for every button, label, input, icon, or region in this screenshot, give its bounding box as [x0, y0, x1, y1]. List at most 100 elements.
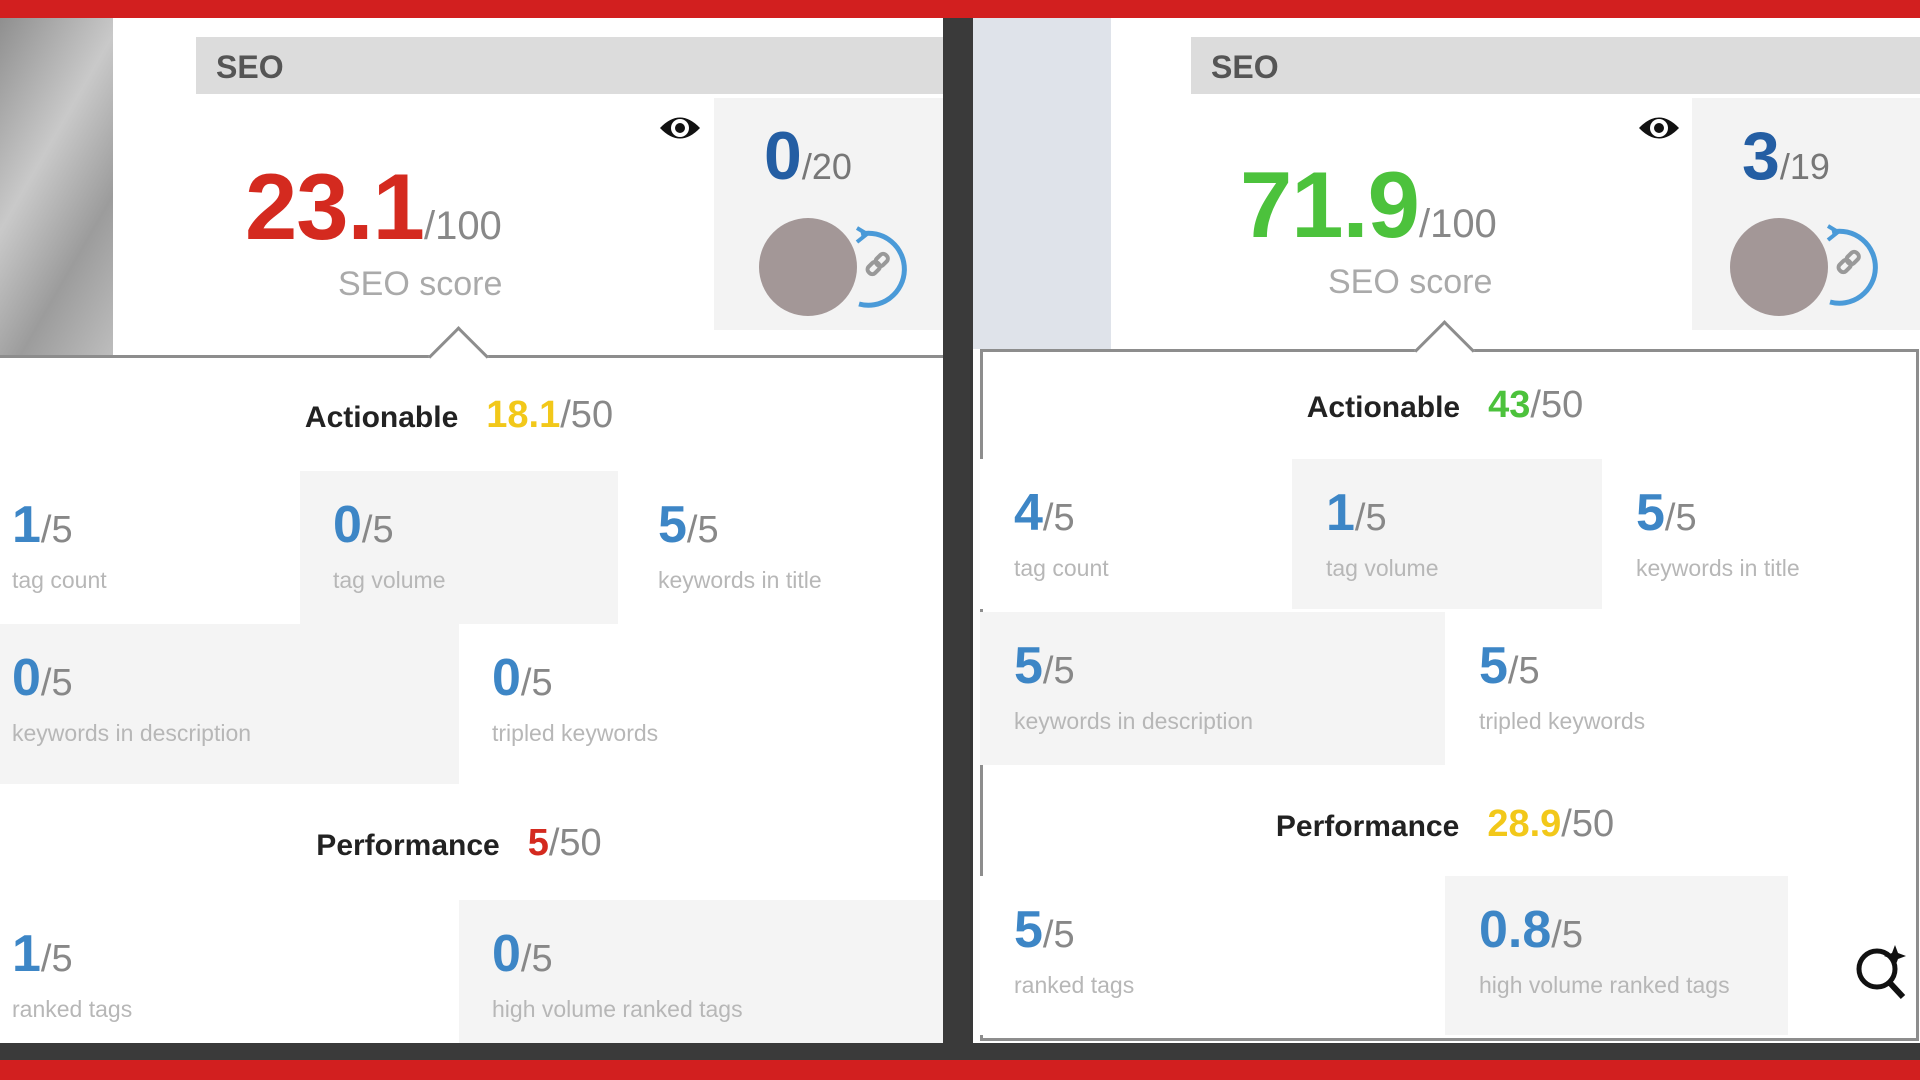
metric-max: /5 — [40, 509, 73, 551]
metric-value: 5/5 — [1014, 636, 1075, 701]
link-count-value: 3 — [1742, 118, 1780, 194]
metric-tile[interactable]: 0/5 tag volume — [300, 471, 618, 624]
metric-tile[interactable]: 5/5 keywords in description — [980, 612, 1445, 765]
metric-max: /5 — [361, 509, 394, 551]
metric-label: tripled keywords — [492, 720, 659, 746]
metric-label: keywords in title — [1636, 555, 1800, 581]
link-refresh-icon[interactable] — [1820, 218, 1890, 314]
metric-max: /5 — [1354, 497, 1387, 539]
link-refresh-icon[interactable] — [849, 220, 919, 316]
actionable-score: 43 — [1488, 384, 1531, 426]
metric-max: /5 — [1042, 650, 1075, 692]
actionable-max: /50 — [560, 394, 614, 436]
performance-label: Performance — [1275, 810, 1460, 843]
metric-score: 4 — [1014, 484, 1043, 542]
metric-label: tripled keywords — [1479, 708, 1646, 734]
metric-max: /5 — [520, 662, 553, 704]
metric-max: /5 — [40, 662, 73, 704]
metric-score: 0.8 — [1479, 901, 1552, 959]
actionable-label: Actionable — [304, 401, 459, 434]
metric-value: 1/5 — [1326, 483, 1387, 548]
link-count-max: /20 — [801, 146, 852, 187]
link-count: 0/20 — [764, 120, 852, 203]
performance-score: 28.9 — [1487, 803, 1562, 845]
metric-label: tag count — [12, 567, 107, 593]
seo-score-number: 71.9 — [1240, 152, 1420, 257]
metric-value: 0/5 — [12, 648, 73, 713]
link-count-box: 0/20 — [714, 98, 943, 330]
metric-value: 0/5 — [333, 495, 394, 560]
top-frame-bar — [0, 0, 1920, 18]
seo-score-box[interactable]: 23.1/100 SEO score — [196, 98, 714, 330]
seo-score-number: 23.1 — [245, 154, 425, 259]
metric-max: /5 — [520, 938, 553, 980]
actionable-header: Actionable 18.1/50 — [305, 394, 613, 437]
metric-tile[interactable]: 5/5 keywords in title — [618, 471, 943, 624]
metric-value: 5/5 — [1636, 483, 1697, 548]
seo-score-value: 71.9/100 — [1240, 158, 1497, 271]
seo-score-box[interactable]: 71.9/100 SEO score — [1191, 98, 1692, 330]
metric-score: 0 — [492, 925, 521, 983]
eye-icon[interactable] — [658, 113, 702, 143]
metric-max: /5 — [1042, 914, 1075, 956]
metric-tile[interactable]: 5/5 ranked tags — [980, 876, 1445, 1035]
eye-icon[interactable] — [1637, 113, 1681, 143]
seo-score-max: /100 — [423, 204, 502, 248]
metric-value: 4/5 — [1014, 483, 1075, 548]
metric-label: tag volume — [333, 567, 446, 593]
metric-label: tag volume — [1326, 555, 1439, 581]
metric-score: 0 — [492, 649, 521, 707]
metric-value: 0/5 — [492, 648, 553, 713]
link-count-value: 0 — [764, 118, 802, 194]
metric-tile[interactable]: 1/5 tag count — [0, 471, 300, 624]
performance-max: /50 — [1561, 803, 1615, 845]
seo-section-header: SEO — [1191, 37, 1920, 94]
metric-tile[interactable]: 0/5 high volume ranked tags — [459, 900, 943, 1043]
metric-value: 1/5 — [12, 495, 73, 560]
seo-score-label: SEO score — [1328, 263, 1493, 301]
metric-max: /5 — [686, 509, 719, 551]
side-stripe — [973, 18, 1111, 349]
metric-max: /5 — [40, 938, 73, 980]
metric-tile[interactable]: 1/5 ranked tags — [0, 900, 459, 1043]
metric-value: 5/5 — [658, 495, 719, 560]
metric-value: 0.8/5 — [1479, 900, 1583, 965]
actionable-header: Actionable 43/50 — [1307, 384, 1583, 427]
metric-tile[interactable]: 0/5 keywords in description — [0, 624, 459, 784]
performance-header: Performance 5/50 — [316, 822, 601, 865]
metric-score: 5 — [1014, 901, 1043, 959]
metric-tile[interactable]: 4/5 tag count — [980, 459, 1292, 609]
seo-section-header: SEO — [196, 37, 943, 94]
bottom-frame-bar — [0, 1060, 1920, 1080]
seo-panel: SEO 23.1/100 SEO score 0/20 Actionable 18.1/5… — [0, 18, 943, 1043]
metric-score: 0 — [333, 496, 362, 554]
metric-score: 1 — [12, 496, 41, 554]
link-count-max: /19 — [1779, 146, 1830, 187]
avatar[interactable] — [759, 218, 857, 316]
metric-label: keywords in title — [658, 567, 822, 593]
metric-tile[interactable]: 5/5 keywords in title — [1602, 459, 1913, 609]
link-count-box: 3/19 — [1692, 98, 1920, 330]
performance-score: 5 — [527, 822, 549, 864]
metric-max: /5 — [1042, 497, 1075, 539]
thumbnail-image — [0, 18, 113, 355]
metric-tile[interactable]: 5/5 tripled keywords — [1445, 612, 1913, 765]
magnifier-sparkle-icon[interactable] — [1853, 943, 1909, 1003]
metric-label: ranked tags — [1014, 972, 1135, 998]
metric-max: /5 — [1664, 497, 1697, 539]
metric-tile[interactable]: 1/5 tag volume — [1292, 459, 1602, 609]
seo-header-title: SEO — [1211, 49, 1279, 85]
metric-tile[interactable]: 0/5 tripled keywords — [459, 624, 943, 784]
seo-score-label: SEO score — [338, 265, 503, 303]
metric-label: ranked tags — [12, 996, 133, 1022]
metric-score: 5 — [658, 496, 687, 554]
metric-label: tag count — [1014, 555, 1109, 581]
seo-panel: SEO 71.9/100 SEO score 3/19 Actionable 43/50 P… — [973, 18, 1920, 1043]
avatar[interactable] — [1730, 218, 1828, 316]
actionable-max: /50 — [1530, 384, 1584, 426]
metric-score: 5 — [1014, 637, 1043, 695]
metric-score: 1 — [1326, 484, 1355, 542]
metric-tile[interactable]: 0.8/5 high volume ranked tags — [1445, 876, 1788, 1035]
seo-score-max: /100 — [1418, 202, 1497, 246]
performance-max: /50 — [548, 822, 602, 864]
